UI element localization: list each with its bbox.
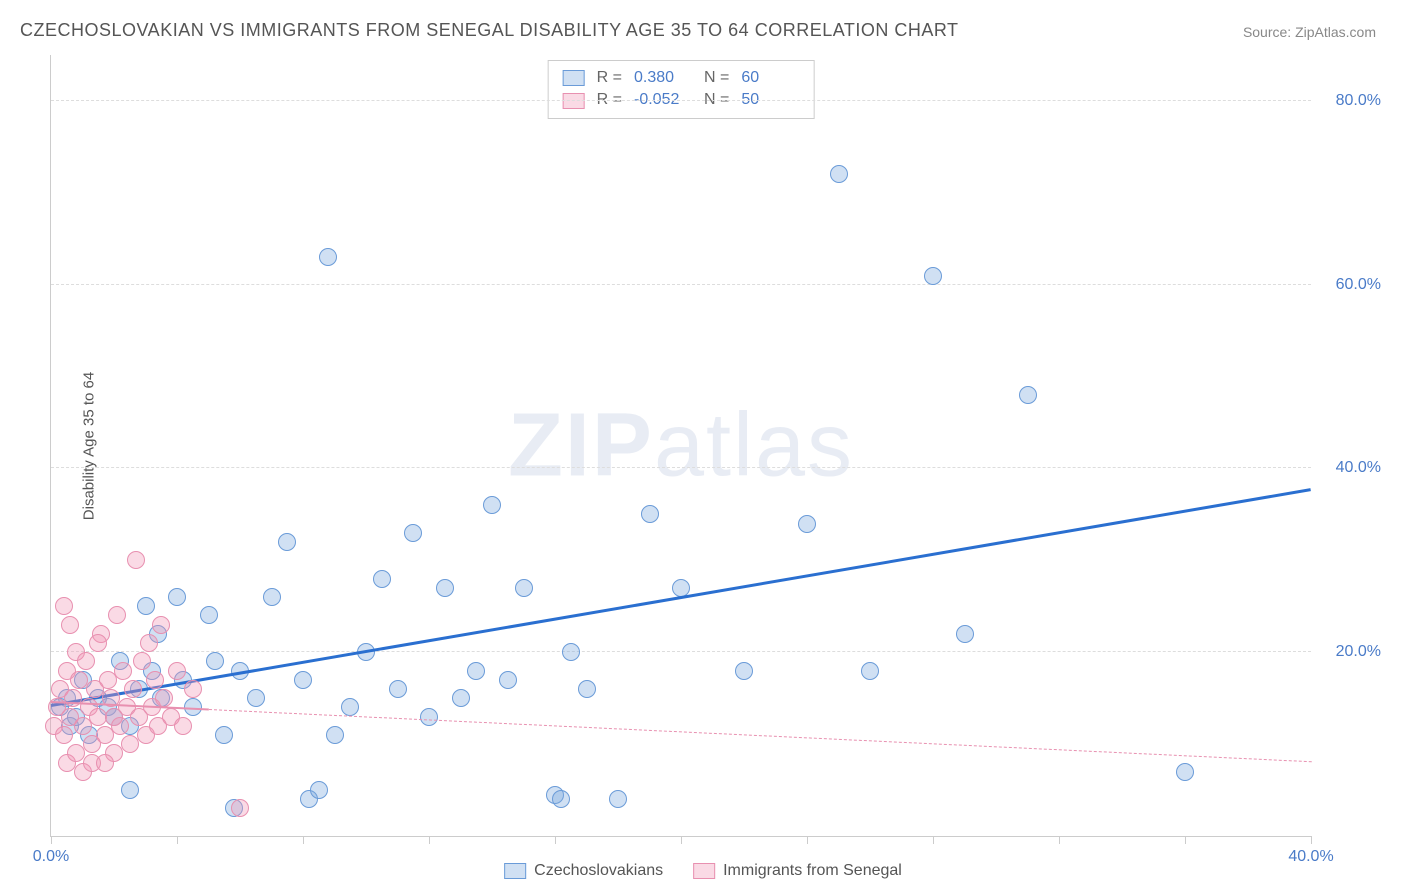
gridline (51, 467, 1311, 468)
data-point (552, 790, 570, 808)
y-tick-label: 60.0% (1336, 276, 1381, 294)
data-point (140, 634, 158, 652)
data-point (735, 662, 753, 680)
data-point (108, 606, 126, 624)
data-point (231, 799, 249, 817)
x-tick (933, 836, 934, 844)
data-point (200, 606, 218, 624)
data-point (515, 579, 533, 597)
data-point (96, 754, 114, 772)
gridline (51, 100, 1311, 101)
data-point (155, 689, 173, 707)
data-point (61, 616, 79, 634)
data-point (263, 588, 281, 606)
data-point (578, 680, 596, 698)
data-point (341, 698, 359, 716)
data-point (206, 652, 224, 670)
data-point (133, 652, 151, 670)
legend-item-1: Immigrants from Senegal (693, 862, 902, 880)
data-point (168, 662, 186, 680)
x-tick (177, 836, 178, 844)
data-point (77, 652, 95, 670)
data-point (55, 597, 73, 615)
data-point (111, 717, 129, 735)
legend-label-1: Immigrants from Senegal (723, 862, 902, 880)
data-point (436, 579, 454, 597)
y-tick-label: 80.0% (1336, 92, 1381, 110)
watermark: ZIPatlas (508, 394, 854, 497)
data-point (956, 625, 974, 643)
data-point (830, 165, 848, 183)
x-tick (51, 836, 52, 844)
legend-swatch-series-0 (504, 863, 526, 879)
data-point (467, 662, 485, 680)
data-point (310, 781, 328, 799)
chart-area: ZIPatlas R = 0.380 N = 60 R = -0.052 N =… (50, 55, 1311, 837)
data-point (389, 680, 407, 698)
data-point (146, 671, 164, 689)
data-point (215, 726, 233, 744)
data-point (278, 533, 296, 551)
data-point (373, 570, 391, 588)
x-tick (429, 836, 430, 844)
y-tick-label: 20.0% (1336, 643, 1381, 661)
x-tick-label: 0.0% (33, 848, 69, 866)
n-value-0: 60 (741, 67, 799, 89)
legend-label-0: Czechoslovakians (534, 862, 663, 880)
x-tick (1059, 836, 1060, 844)
legend-swatch-series-1 (693, 863, 715, 879)
data-point (1176, 763, 1194, 781)
data-point (798, 515, 816, 533)
y-tick-label: 40.0% (1336, 459, 1381, 477)
data-point (483, 496, 501, 514)
data-point (641, 505, 659, 523)
trendline (208, 709, 1311, 762)
data-point (174, 717, 192, 735)
x-tick-label: 40.0% (1288, 848, 1333, 866)
x-tick (555, 836, 556, 844)
chart-title: CZECHOSLOVAKIAN VS IMMIGRANTS FROM SENEG… (20, 20, 959, 41)
data-point (404, 524, 422, 542)
data-point (294, 671, 312, 689)
data-point (152, 616, 170, 634)
data-point (168, 588, 186, 606)
data-point (184, 680, 202, 698)
data-point (452, 689, 470, 707)
data-point (319, 248, 337, 266)
data-point (89, 634, 107, 652)
data-point (247, 689, 265, 707)
data-point (121, 781, 139, 799)
data-point (562, 643, 580, 661)
source-label: Source: ZipAtlas.com (1243, 24, 1376, 40)
legend-row-0: R = 0.380 N = 60 (563, 67, 800, 89)
data-point (499, 671, 517, 689)
data-point (127, 551, 145, 569)
data-point (124, 680, 142, 698)
x-tick (303, 836, 304, 844)
data-point (114, 662, 132, 680)
x-tick (1185, 836, 1186, 844)
legend-swatch-0 (563, 70, 585, 86)
data-point (1019, 386, 1037, 404)
data-point (861, 662, 879, 680)
x-tick (681, 836, 682, 844)
data-point (137, 597, 155, 615)
data-point (420, 708, 438, 726)
data-point (326, 726, 344, 744)
correlation-legend: R = 0.380 N = 60 R = -0.052 N = 50 (548, 60, 815, 119)
data-point (55, 726, 73, 744)
x-tick (1311, 836, 1312, 844)
data-point (924, 267, 942, 285)
series-legend: Czechoslovakians Immigrants from Senegal (504, 862, 902, 880)
x-tick (807, 836, 808, 844)
gridline (51, 284, 1311, 285)
trendline (51, 488, 1311, 707)
gridline (51, 651, 1311, 652)
data-point (609, 790, 627, 808)
r-value-0: 0.380 (634, 67, 692, 89)
legend-item-0: Czechoslovakians (504, 862, 663, 880)
